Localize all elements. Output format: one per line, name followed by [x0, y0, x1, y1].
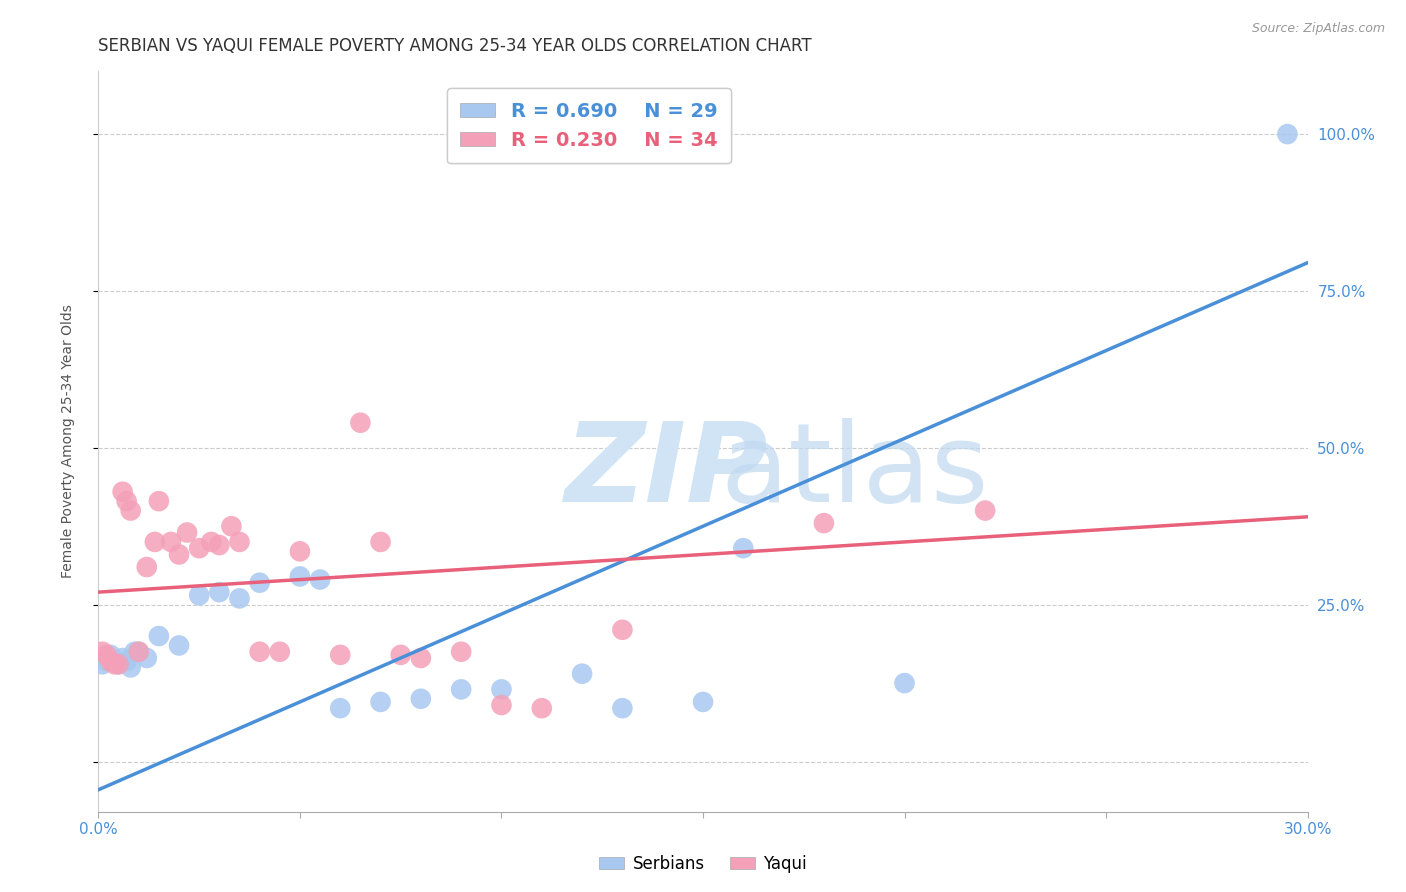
Point	[349, 416, 371, 430]
Point	[228, 535, 250, 549]
Point	[167, 548, 190, 562]
Point	[269, 645, 291, 659]
Point	[120, 660, 142, 674]
Y-axis label: Female Poverty Among 25-34 Year Olds: Female Poverty Among 25-34 Year Olds	[60, 304, 75, 579]
Point	[491, 682, 513, 697]
Point	[491, 698, 513, 712]
Point	[450, 682, 472, 697]
Point	[135, 651, 157, 665]
Point	[530, 701, 553, 715]
Legend: Serbians, Yaqui: Serbians, Yaqui	[592, 848, 814, 880]
Point	[389, 648, 412, 662]
Point	[107, 657, 129, 672]
Point	[370, 695, 392, 709]
Point	[208, 585, 231, 599]
Point	[128, 645, 150, 659]
Point	[370, 535, 392, 549]
Point	[100, 654, 122, 668]
Point	[115, 654, 138, 668]
Point	[160, 535, 183, 549]
Point	[100, 648, 122, 662]
Point	[228, 591, 250, 606]
Point	[96, 654, 118, 668]
Point	[571, 666, 593, 681]
Point	[167, 639, 190, 653]
Point	[111, 651, 134, 665]
Point	[91, 645, 114, 659]
Point	[450, 645, 472, 659]
Point	[1277, 127, 1299, 141]
Point	[135, 560, 157, 574]
Legend: R = 0.690    N = 29, R = 0.230    N = 34: R = 0.690 N = 29, R = 0.230 N = 34	[447, 88, 731, 163]
Point	[288, 544, 311, 558]
Point	[974, 503, 997, 517]
Text: ZIP: ZIP	[565, 417, 769, 524]
Point	[148, 494, 170, 508]
Point	[111, 484, 134, 499]
Point	[143, 535, 166, 549]
Point	[329, 701, 352, 715]
Point	[148, 629, 170, 643]
Point	[188, 541, 211, 556]
Point	[188, 588, 211, 602]
Point	[612, 701, 634, 715]
Point	[249, 575, 271, 590]
Point	[96, 648, 118, 662]
Point	[221, 519, 243, 533]
Point	[103, 657, 125, 672]
Point	[200, 535, 222, 549]
Point	[115, 494, 138, 508]
Point	[893, 676, 915, 690]
Point	[176, 525, 198, 540]
Point	[409, 651, 432, 665]
Point	[124, 645, 146, 659]
Point	[91, 657, 114, 672]
Text: SERBIAN VS YAQUI FEMALE POVERTY AMONG 25-34 YEAR OLDS CORRELATION CHART: SERBIAN VS YAQUI FEMALE POVERTY AMONG 25…	[98, 37, 813, 54]
Text: atlas: atlas	[720, 417, 988, 524]
Point	[208, 538, 231, 552]
Point	[813, 516, 835, 530]
Point	[409, 691, 432, 706]
Point	[249, 645, 271, 659]
Point	[288, 569, 311, 583]
Point	[329, 648, 352, 662]
Point	[612, 623, 634, 637]
Point	[120, 503, 142, 517]
Point	[733, 541, 755, 556]
Point	[692, 695, 714, 709]
Point	[107, 657, 129, 672]
Point	[309, 573, 332, 587]
Point	[128, 645, 150, 659]
Text: Source: ZipAtlas.com: Source: ZipAtlas.com	[1251, 22, 1385, 36]
